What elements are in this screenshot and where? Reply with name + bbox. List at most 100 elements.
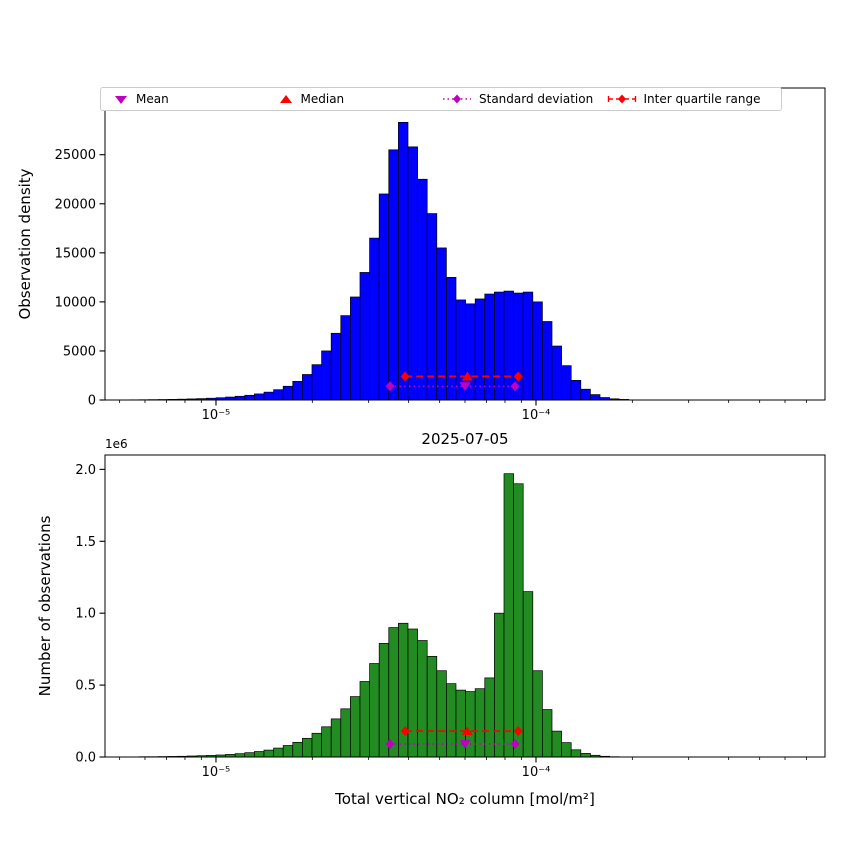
axes-density: 10⁻⁵ 10⁻⁴ 0 5000 10000 15000 20000 25000 Observa… — [16, 87, 826, 423]
histogram-bar — [580, 753, 591, 758]
histogram-bar — [551, 345, 562, 401]
histogram-bar — [321, 726, 332, 758]
histogram-bar — [321, 350, 332, 401]
histogram-bar — [570, 380, 582, 401]
histogram-bar — [282, 385, 294, 401]
histogram-bar — [388, 149, 399, 401]
y-tick-label: 1.0 — [75, 607, 96, 622]
histogram-bar — [273, 747, 284, 758]
histogram-bar — [532, 301, 543, 401]
histogram-bar — [350, 696, 361, 758]
y-tick-label: 0.5 — [75, 679, 96, 694]
histogram-bar — [340, 708, 351, 758]
histogram-bar — [522, 291, 534, 401]
y-tick-label: 0.0 — [75, 751, 96, 766]
histogram-bar — [580, 388, 591, 401]
median-marker — [461, 726, 473, 736]
histogram-bar — [263, 391, 274, 401]
histogram-bar — [494, 612, 505, 758]
y-tick-label: 1.5 — [75, 535, 96, 550]
iqr-diamond-marker — [400, 371, 410, 382]
histogram-bar — [369, 663, 380, 758]
histogram-bar — [292, 741, 303, 758]
y-tick-label: 20000 — [55, 197, 96, 212]
histogram-bar — [378, 643, 390, 758]
histogram-bar — [446, 277, 457, 401]
histogram-bar — [561, 742, 572, 758]
x-tick-label: 10⁻⁴ — [522, 765, 551, 780]
legend-item-mean: Mean — [113, 92, 278, 106]
histogram-bar — [513, 483, 524, 758]
legend-label-median: Median — [300, 92, 345, 106]
legend-label-iqr: Inter quartile range — [643, 92, 761, 106]
histogram-bar — [542, 321, 553, 401]
histogram-bar — [359, 272, 370, 401]
histogram-bar — [407, 146, 418, 401]
histogram-bar — [282, 745, 294, 758]
histogram-bar — [532, 670, 543, 758]
axes-counts: 10⁻⁵ 10⁻⁴ 0.0 0.5 1.0 1.5 2.0 2025-07-05 Number … — [36, 430, 826, 808]
histogram-bar — [263, 749, 274, 758]
iqr-diamond-marker — [513, 371, 523, 382]
legend-item-iqr: Inter quartile range — [607, 92, 772, 106]
histogram-bar — [417, 640, 428, 758]
histogram-bars-density — [119, 121, 630, 401]
histogram-bars-counts — [119, 473, 630, 758]
histogram-bar — [254, 751, 265, 758]
histogram-bar — [234, 395, 246, 401]
std-diamond-marker — [385, 381, 395, 392]
histogram-bar — [590, 394, 601, 401]
histogram-bar — [474, 688, 486, 758]
histogram-bar — [426, 213, 438, 401]
y-tick-label: 10000 — [55, 295, 96, 310]
std-diamond-marker — [510, 739, 520, 750]
histogram-bar — [484, 293, 495, 401]
diamond-dashed-line-icon — [607, 94, 636, 104]
histogram-bar — [330, 718, 342, 758]
iqr-diamond-marker — [400, 726, 410, 737]
histogram-bar — [398, 121, 409, 401]
ticks-counts: 10⁻⁵ 10⁻⁴ 0.0 0.5 1.0 1.5 2.0 — [75, 463, 807, 780]
histogram-bar — [407, 628, 418, 758]
histogram-bar — [302, 374, 313, 401]
y-axis-label: Number of observations — [36, 515, 54, 696]
std-diamond-marker — [510, 381, 520, 392]
histogram-bar — [292, 381, 303, 401]
histogram-bar — [542, 709, 553, 758]
y-tick-label: 5000 — [63, 344, 96, 359]
y-tick-label: 2.0 — [75, 463, 96, 478]
histogram-bar — [426, 655, 438, 758]
histogram-bar — [302, 737, 313, 758]
histogram-bar — [561, 365, 572, 401]
histogram-bar — [254, 393, 265, 401]
triangle-up-icon — [279, 95, 292, 103]
chart-title: 2025-07-05 — [421, 430, 508, 448]
histogram-bar — [522, 591, 534, 758]
y-tick-label: 0 — [88, 394, 96, 409]
histogram-bar — [369, 237, 380, 401]
diamond-dotted-line-icon — [443, 94, 471, 104]
legend-label-std: Standard deviation — [479, 92, 594, 106]
mean-marker — [459, 382, 471, 392]
y-axis-label: Observation density — [16, 168, 34, 319]
ticks-density: 10⁻⁵ 10⁻⁴ 0 5000 10000 15000 20000 25000 — [55, 148, 807, 423]
histogram-bar — [446, 683, 457, 758]
triangle-down-icon — [115, 96, 127, 104]
histogram-bar — [494, 291, 505, 401]
x-tick-label: 10⁻⁴ — [522, 408, 551, 423]
median-marker — [461, 371, 473, 381]
mean-marker — [459, 740, 471, 749]
histogram-bar — [465, 691, 476, 758]
histogram-bar — [311, 364, 322, 401]
x-axis-label: Total vertical NO₂ column [mol/m²] — [334, 790, 595, 808]
iqr-diamond-marker — [513, 726, 523, 737]
histogram-bar — [273, 389, 284, 401]
legend-label-mean: Mean — [136, 92, 169, 106]
histogram-bar — [350, 296, 361, 401]
histogram-bar — [570, 749, 582, 758]
histogram-bar — [244, 752, 255, 758]
legend: Mean Median Standard deviation Inter qua… — [100, 87, 782, 111]
histogram-bar — [340, 315, 351, 401]
